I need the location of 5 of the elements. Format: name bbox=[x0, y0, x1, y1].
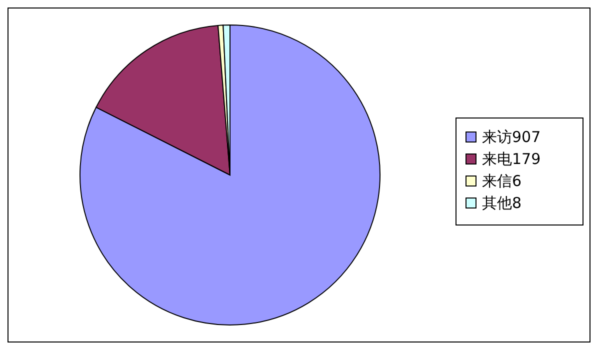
legend-label: 来访907 bbox=[482, 128, 541, 146]
pie-slice bbox=[80, 24, 380, 326]
legend-label: 来信6 bbox=[482, 172, 522, 190]
legend-label: 其他8 bbox=[482, 194, 522, 212]
legend-label: 来电179 bbox=[482, 150, 541, 168]
